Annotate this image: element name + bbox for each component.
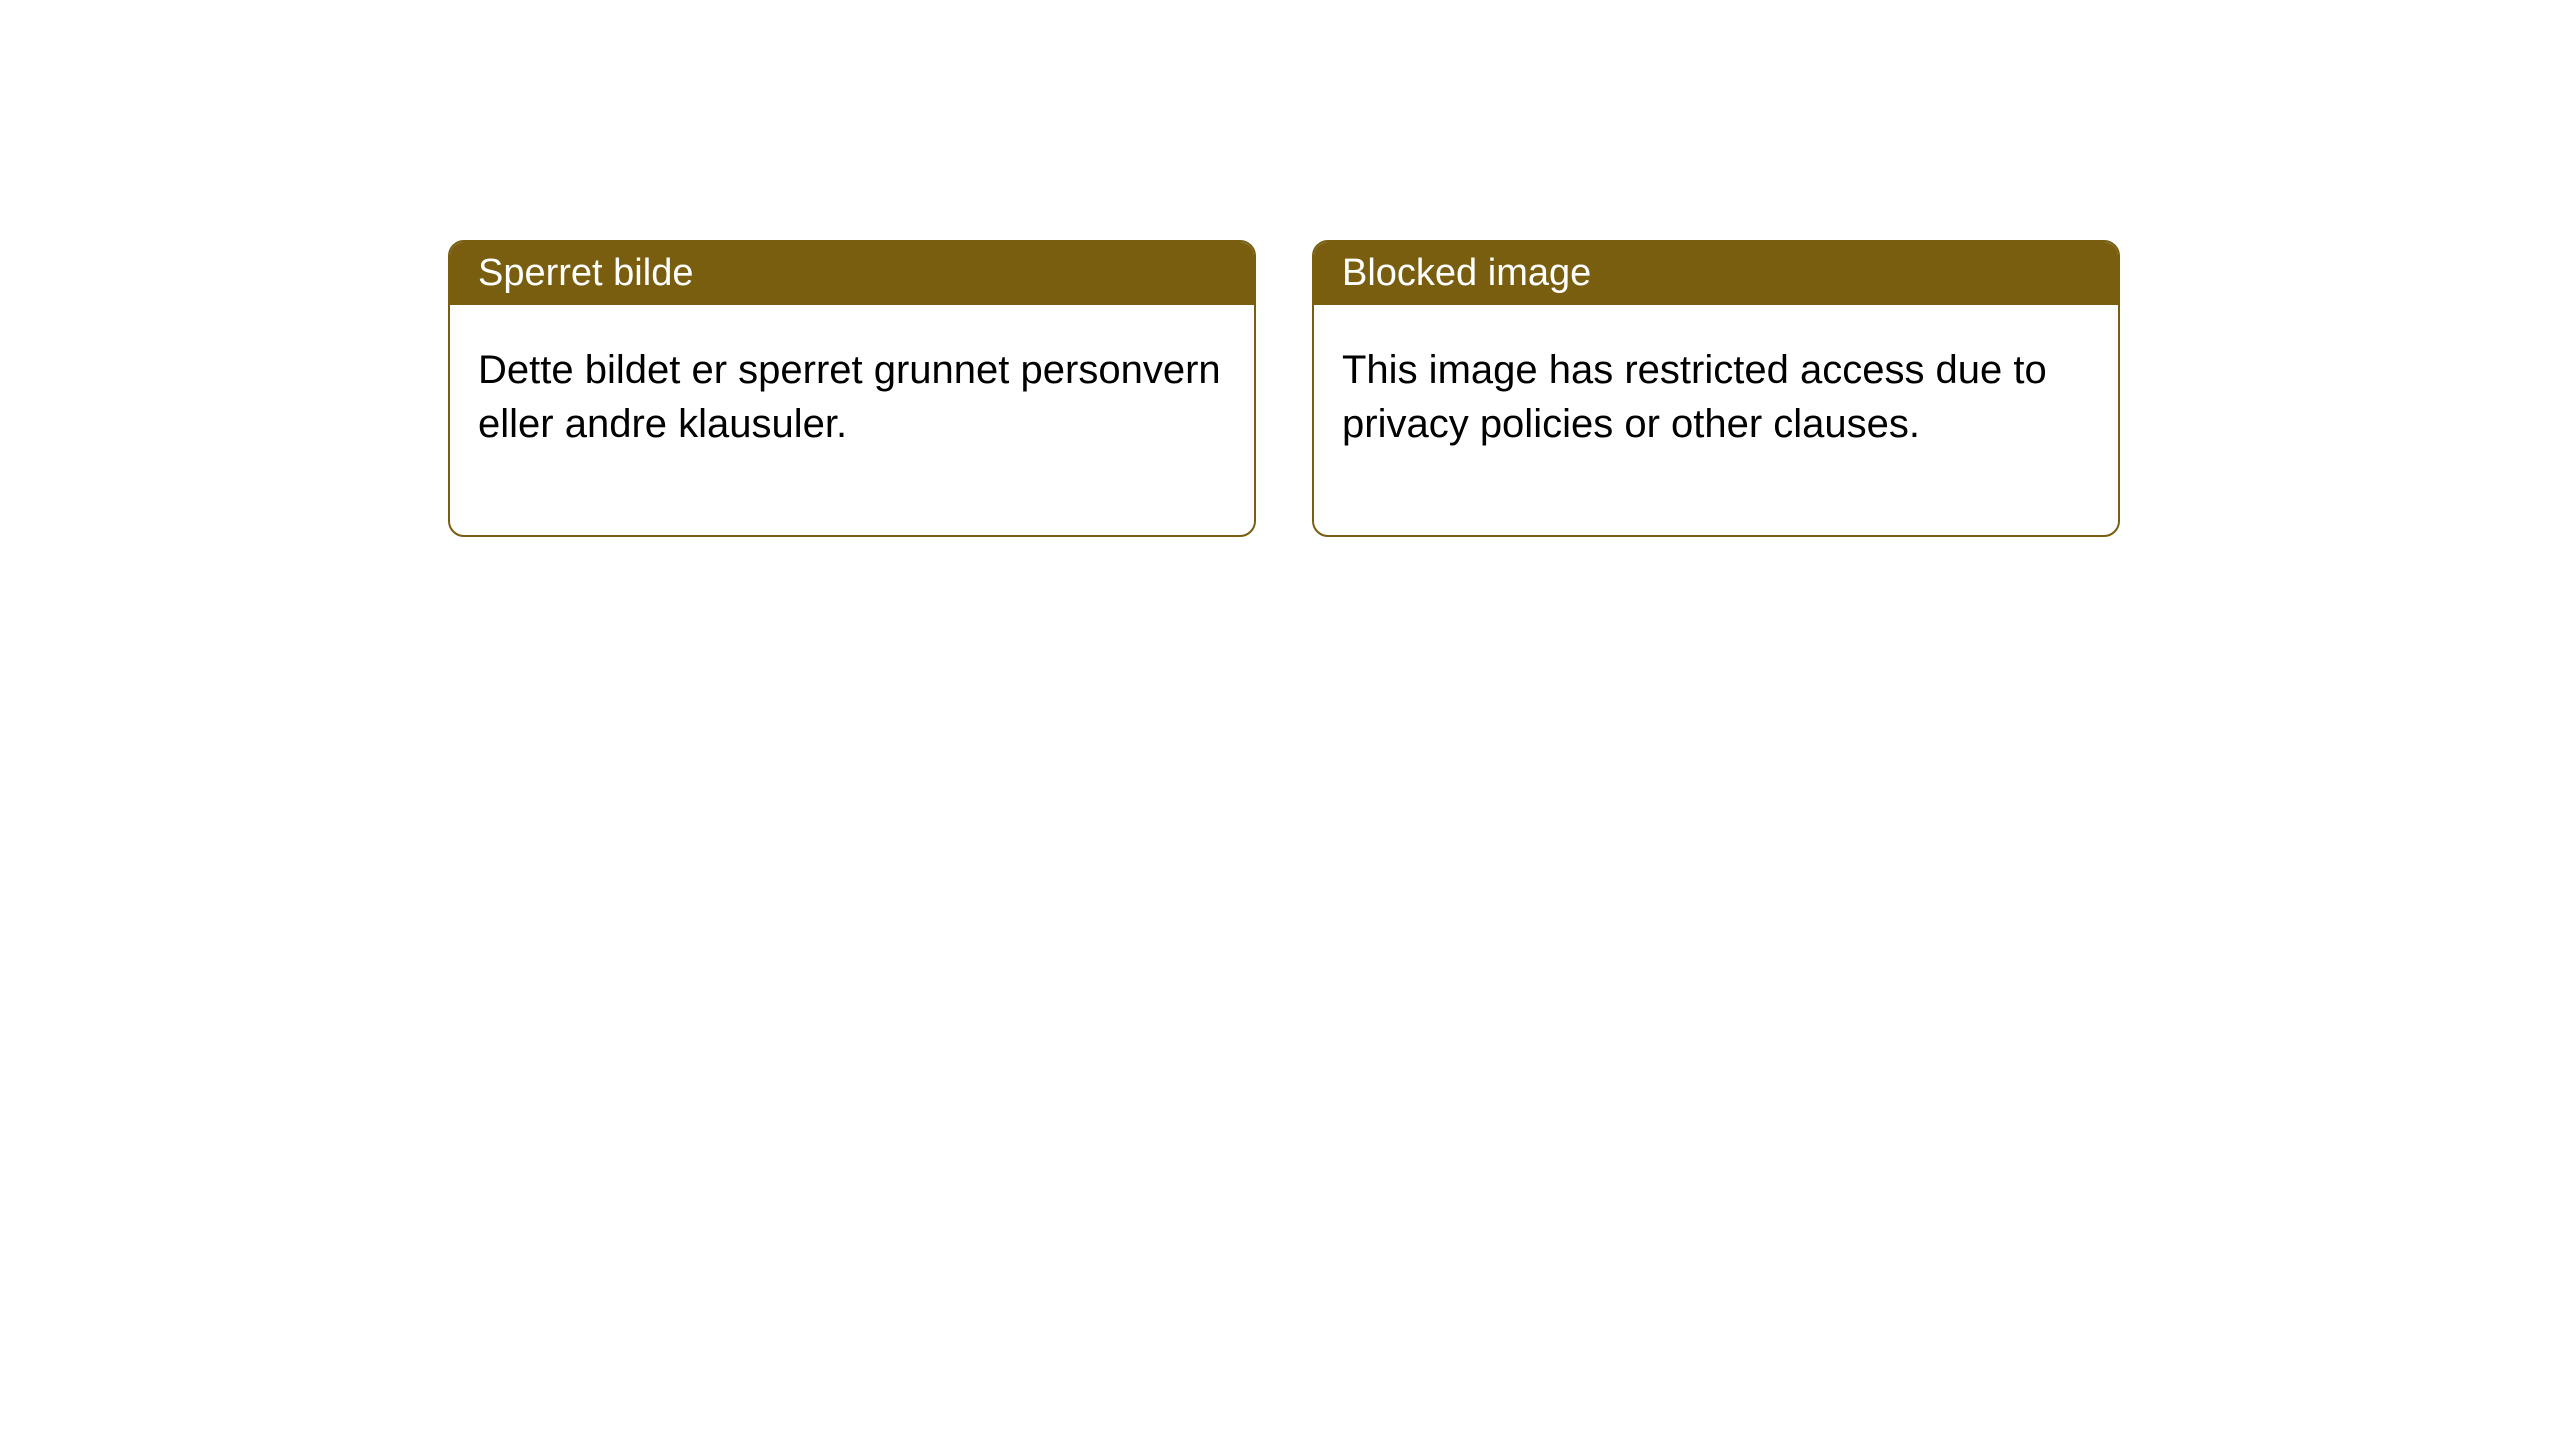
notice-container: Sperret bilde Dette bildet er sperret gr… [448, 240, 2120, 537]
notice-card-english: Blocked image This image has restricted … [1312, 240, 2120, 537]
notice-title: Sperret bilde [478, 252, 693, 294]
notice-header-english: Blocked image [1314, 242, 2118, 305]
notice-body-text: Dette bildet er sperret grunnet personve… [478, 348, 1221, 446]
notice-header-norwegian: Sperret bilde [450, 242, 1254, 305]
notice-body-english: This image has restricted access due to … [1314, 305, 2118, 535]
notice-body-text: This image has restricted access due to … [1342, 348, 2047, 446]
notice-card-norwegian: Sperret bilde Dette bildet er sperret gr… [448, 240, 1256, 537]
notice-title: Blocked image [1342, 252, 1591, 294]
notice-body-norwegian: Dette bildet er sperret grunnet personve… [450, 305, 1254, 535]
